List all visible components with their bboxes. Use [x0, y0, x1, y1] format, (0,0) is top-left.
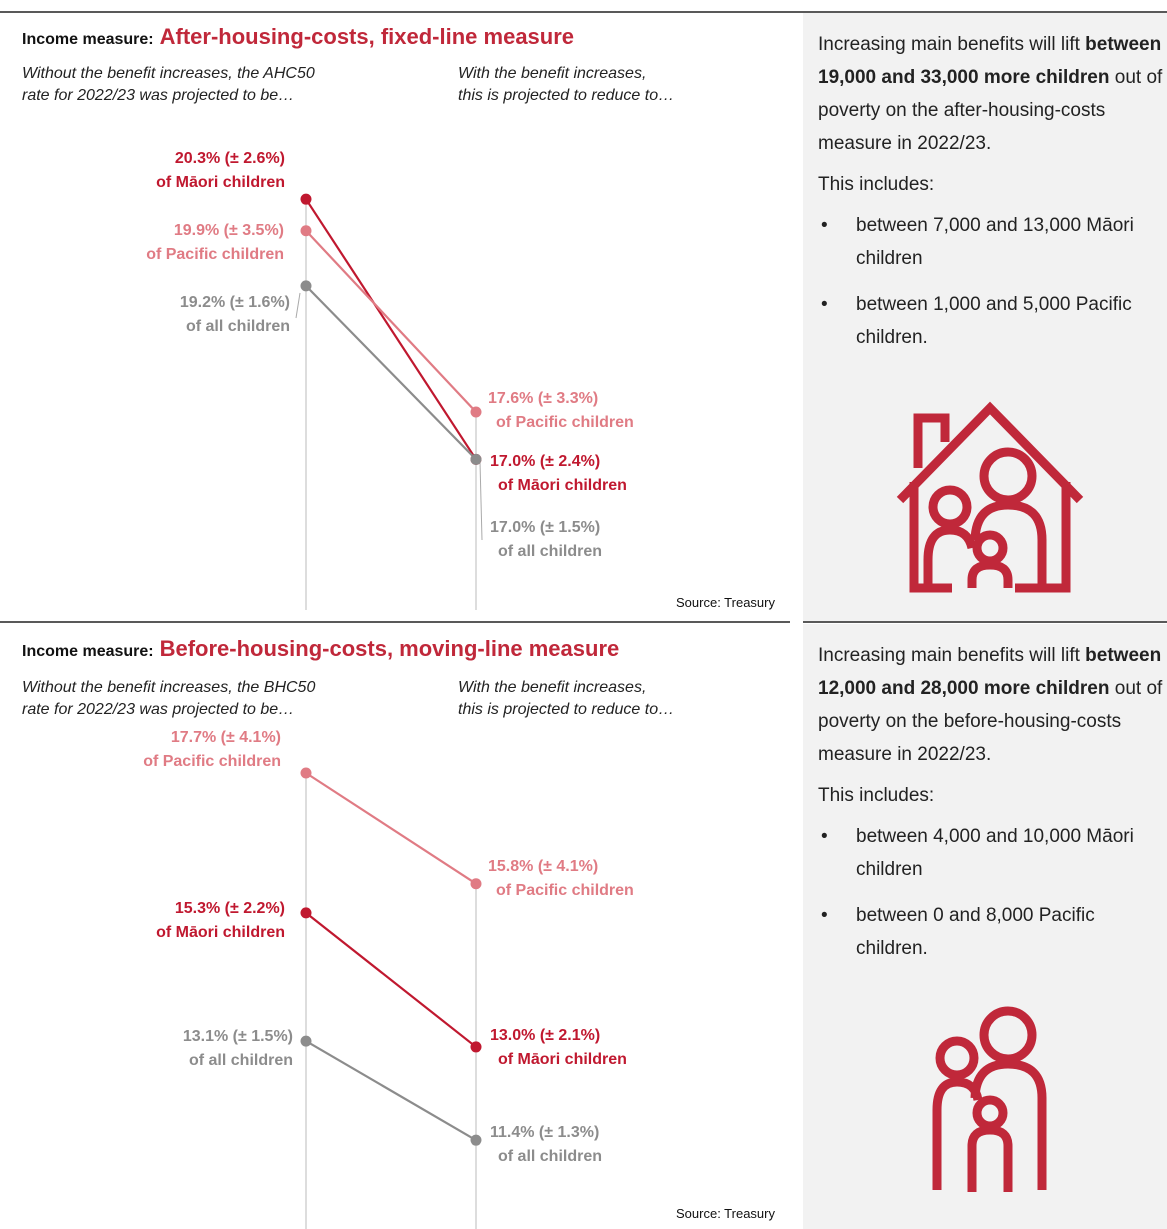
- bullet: between 1,000 and 5,000 Pacific children…: [818, 288, 1164, 354]
- header-label: Income measure:: [22, 643, 154, 660]
- sidebar: Increasing main benefits will lift betwe…: [818, 28, 1164, 367]
- summary-highlight: between 19,000 and 33,000 more children: [818, 34, 1162, 88]
- source: Source: Treasury: [676, 595, 775, 610]
- value-label: 17.0% (± 1.5%): [490, 519, 600, 536]
- chart-header: Income measure: Before-housing-costs, mov…: [22, 636, 619, 661]
- point: [470, 878, 482, 890]
- column-caption: rate for 2022/23 was projected to be…: [22, 87, 294, 104]
- value-label: 17.0% (± 2.4%): [490, 453, 600, 470]
- series-label: of all children: [189, 1052, 293, 1069]
- column-caption: Without the benefit increases, the BHC50: [22, 679, 315, 696]
- point: [300, 1035, 312, 1047]
- chart-header: Income measure: After-housing-costs, fixe…: [22, 24, 574, 49]
- column-caption: rate for 2022/23 was projected to be…: [22, 701, 294, 718]
- bullet-list: between 4,000 and 10,000 Māori children …: [818, 820, 1164, 965]
- includes: This includes:: [818, 785, 935, 806]
- point: [300, 280, 312, 292]
- value-label: 17.6% (± 3.3%): [488, 390, 598, 407]
- series-label: of all children: [498, 1148, 602, 1165]
- series-label: of Pacific children: [143, 753, 281, 770]
- point: [470, 1134, 482, 1146]
- header-label: Income measure:: [22, 31, 154, 48]
- family-icon: [932, 1006, 1047, 1192]
- value-label: 13.1% (± 1.5%): [183, 1028, 293, 1045]
- includes: This includes:: [818, 174, 935, 195]
- summary-text: out of poverty on the after-housing-cost…: [818, 67, 1163, 154]
- column-caption: this is projected to reduce to…: [458, 87, 674, 104]
- slope-line: [305, 772, 477, 885]
- bullet-list: between 7,000 and 13,000 Māori children …: [818, 209, 1164, 354]
- series-label: of Māori children: [156, 174, 285, 191]
- chart-title: Before-housing-costs, moving-line measur…: [160, 636, 620, 661]
- column-caption: Without the benefit increases, the AHC50: [22, 65, 315, 82]
- slope-line: [305, 912, 477, 1048]
- series-label: of Māori children: [498, 1051, 627, 1068]
- leader-line: [479, 461, 483, 541]
- value-label: 19.9% (± 3.5%): [174, 222, 284, 239]
- slope-line: [305, 1040, 477, 1142]
- series-label: of all children: [498, 543, 602, 560]
- summary-text: Increasing main benefits will lift: [818, 34, 1080, 55]
- slope-line: [305, 285, 477, 461]
- series-label: of Pacific children: [496, 414, 634, 431]
- summary-text: out of poverty on the before-housing-cos…: [818, 678, 1163, 765]
- series-label: of Māori children: [156, 924, 285, 941]
- series-label: of Pacific children: [146, 246, 284, 263]
- point: [470, 1041, 482, 1053]
- slope-line: [305, 229, 477, 413]
- column-caption: With the benefit increases,: [458, 65, 646, 82]
- value-label: 17.7% (± 4.1%): [171, 729, 281, 746]
- house-family-icon: [896, 401, 1084, 593]
- value-label: 15.8% (± 4.1%): [488, 858, 598, 875]
- bullet: between 0 and 8,000 Pacific children.: [818, 899, 1164, 965]
- point: [300, 767, 312, 779]
- value-label: 19.2% (± 1.6%): [180, 294, 290, 311]
- point: [300, 193, 312, 205]
- value-label: 20.3% (± 2.6%): [175, 150, 285, 167]
- bullet: between 7,000 and 13,000 Māori children: [818, 209, 1164, 275]
- sidebar: Increasing main benefits will lift betwe…: [818, 639, 1164, 978]
- summary: Increasing main benefits will lift betwe…: [818, 28, 1164, 160]
- point: [470, 406, 482, 418]
- bullet: between 4,000 and 10,000 Māori children: [818, 820, 1164, 886]
- source: Source: Treasury: [676, 1206, 775, 1221]
- leader-line: [295, 292, 301, 319]
- summary-text: Increasing main benefits will lift: [818, 645, 1080, 666]
- summary-highlight: between 12,000 and 28,000 more children: [818, 645, 1162, 699]
- column-caption: With the benefit increases,: [458, 679, 646, 696]
- series-label: of Māori children: [498, 477, 627, 494]
- chart-title: After-housing-costs, fixed-line measure: [160, 24, 574, 49]
- series-label: of all children: [186, 318, 290, 335]
- value-label: 11.4% (± 1.3%): [490, 1124, 599, 1141]
- series-label: of Pacific children: [496, 882, 634, 899]
- value-label: 13.0% (± 2.1%): [490, 1027, 600, 1044]
- point: [300, 907, 312, 919]
- slope-line: [305, 198, 477, 460]
- summary: Increasing main benefits will lift betwe…: [818, 639, 1164, 771]
- value-label: 15.3% (± 2.2%): [175, 900, 285, 917]
- point: [470, 453, 482, 465]
- point: [300, 225, 312, 237]
- column-caption: this is projected to reduce to…: [458, 701, 674, 718]
